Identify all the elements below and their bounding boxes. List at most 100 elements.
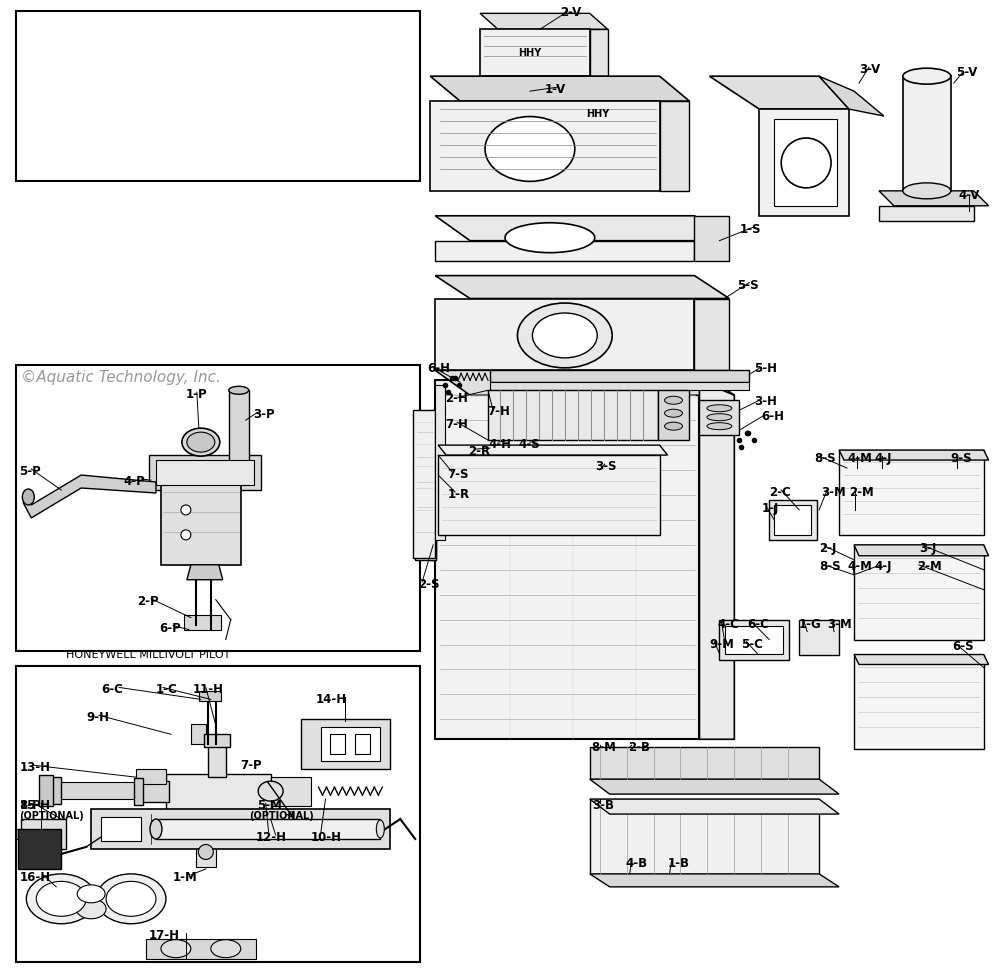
Text: 4-J: 4-J	[874, 559, 891, 573]
Polygon shape	[590, 799, 819, 874]
Polygon shape	[435, 240, 694, 261]
Text: 1-B: 1-B	[668, 857, 690, 870]
Polygon shape	[435, 216, 729, 240]
Polygon shape	[51, 777, 61, 804]
Text: 6-H: 6-H	[427, 362, 450, 376]
Text: 4-B: 4-B	[626, 857, 648, 870]
Polygon shape	[18, 829, 61, 869]
Polygon shape	[430, 101, 660, 191]
Text: 6-P: 6-P	[159, 622, 181, 634]
Polygon shape	[590, 29, 608, 76]
Text: 10-H: 10-H	[311, 831, 342, 844]
Polygon shape	[134, 778, 143, 805]
Ellipse shape	[150, 819, 162, 839]
Ellipse shape	[76, 899, 106, 919]
Text: 9-H: 9-H	[86, 711, 109, 724]
Polygon shape	[774, 505, 811, 535]
Polygon shape	[854, 655, 984, 749]
Ellipse shape	[665, 396, 682, 404]
Ellipse shape	[211, 940, 241, 957]
Polygon shape	[435, 299, 694, 371]
Polygon shape	[184, 615, 221, 630]
Ellipse shape	[198, 845, 213, 859]
Ellipse shape	[36, 882, 86, 917]
Ellipse shape	[707, 405, 732, 412]
Text: 4-J: 4-J	[874, 452, 891, 465]
Polygon shape	[490, 382, 749, 390]
Polygon shape	[774, 119, 837, 206]
Text: 1-G: 1-G	[799, 618, 822, 631]
Ellipse shape	[485, 117, 575, 181]
Polygon shape	[488, 390, 658, 440]
Text: 4-V: 4-V	[959, 189, 980, 201]
Bar	[16, 11, 420, 181]
Polygon shape	[101, 817, 141, 841]
Polygon shape	[91, 810, 390, 849]
Text: 4-P: 4-P	[123, 475, 145, 488]
Polygon shape	[196, 837, 216, 867]
Polygon shape	[819, 76, 884, 116]
Bar	[16, 666, 420, 962]
Text: 13-H: 13-H	[19, 761, 50, 775]
Text: 5-P: 5-P	[19, 465, 41, 478]
Ellipse shape	[187, 432, 215, 452]
Polygon shape	[799, 620, 839, 655]
Text: (OPTIONAL): (OPTIONAL)	[249, 811, 313, 821]
Ellipse shape	[22, 489, 34, 505]
Text: ©Aquatic Technology, Inc.: ©Aquatic Technology, Inc.	[21, 371, 221, 385]
Text: 1-S: 1-S	[739, 223, 761, 235]
Polygon shape	[854, 545, 984, 639]
Text: 8-M: 8-M	[592, 741, 617, 754]
Polygon shape	[136, 770, 166, 784]
Polygon shape	[590, 874, 839, 886]
Polygon shape	[355, 735, 370, 754]
Text: 3-M: 3-M	[821, 486, 846, 499]
Ellipse shape	[532, 313, 597, 358]
Text: 2-H: 2-H	[445, 392, 468, 406]
Text: 8-S: 8-S	[814, 452, 836, 465]
Ellipse shape	[665, 422, 682, 430]
Text: HHY: HHY	[586, 109, 609, 119]
Polygon shape	[156, 460, 254, 485]
Text: 2-P: 2-P	[137, 595, 159, 608]
Polygon shape	[435, 371, 734, 395]
Text: 15-H: 15-H	[19, 799, 50, 812]
Text: 3-V: 3-V	[859, 63, 880, 76]
Text: 17-H: 17-H	[149, 929, 180, 942]
Text: 2-V: 2-V	[560, 7, 581, 19]
Text: 8-P: 8-P	[19, 799, 41, 812]
Text: 12-H: 12-H	[256, 831, 287, 844]
Polygon shape	[161, 480, 241, 564]
Text: 3-P: 3-P	[253, 409, 274, 421]
Text: 6-H: 6-H	[761, 411, 784, 423]
Ellipse shape	[182, 428, 220, 456]
Text: 2-R: 2-R	[468, 445, 490, 458]
Polygon shape	[854, 655, 989, 665]
Polygon shape	[330, 735, 345, 754]
Text: 4-M: 4-M	[847, 452, 872, 465]
Text: 16-H: 16-H	[19, 871, 50, 883]
Polygon shape	[759, 109, 849, 216]
Polygon shape	[271, 777, 311, 806]
Text: 5-M: 5-M	[257, 799, 282, 812]
Polygon shape	[166, 775, 271, 810]
Text: 6-C: 6-C	[101, 683, 123, 697]
Text: 3-H: 3-H	[754, 395, 777, 409]
Ellipse shape	[161, 940, 191, 957]
Polygon shape	[141, 781, 169, 802]
Text: 7-S: 7-S	[447, 468, 469, 481]
Text: HONEYWELL MILLIVOLT PILOT: HONEYWELL MILLIVOLT PILOT	[66, 650, 231, 660]
Text: 2-B: 2-B	[628, 741, 650, 754]
Polygon shape	[590, 747, 819, 779]
Polygon shape	[23, 475, 156, 518]
Ellipse shape	[229, 386, 249, 394]
Text: 5-V: 5-V	[956, 66, 977, 79]
Polygon shape	[301, 719, 390, 770]
Polygon shape	[435, 275, 729, 299]
Text: 1-V: 1-V	[545, 83, 566, 96]
Ellipse shape	[376, 820, 384, 838]
Ellipse shape	[517, 303, 612, 368]
Polygon shape	[187, 564, 223, 580]
Polygon shape	[415, 420, 436, 559]
Polygon shape	[435, 380, 699, 739]
